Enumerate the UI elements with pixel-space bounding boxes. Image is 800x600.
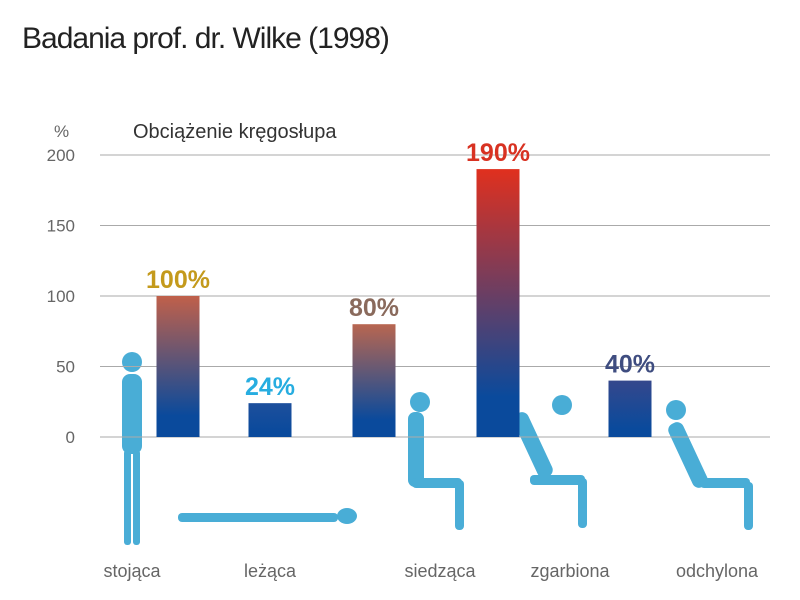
value-label: 24% — [245, 373, 295, 401]
value-label: 40% — [605, 351, 655, 379]
bar — [608, 380, 652, 437]
x-tick-label: leżąca — [244, 561, 297, 581]
x-tick-label: siedząca — [404, 561, 476, 581]
y-tick-label: 50 — [56, 358, 75, 377]
x-tick-label: stojąca — [103, 561, 161, 581]
y-tick-label: 0 — [66, 428, 75, 447]
bar — [476, 169, 520, 437]
value-label: 190% — [466, 139, 530, 167]
x-tick-label: odchylona — [676, 561, 759, 581]
y-tick-label: 150 — [47, 217, 75, 236]
y-tick-label: 100 — [47, 287, 75, 306]
y-tick-label: 200 — [47, 146, 75, 165]
y-axis-label: % — [54, 122, 69, 141]
value-label: 80% — [349, 294, 399, 322]
bar — [156, 296, 200, 437]
x-tick-label: zgarbiona — [530, 561, 610, 581]
figures — [122, 352, 753, 545]
bar — [248, 403, 292, 437]
bar — [352, 324, 396, 437]
chart-title: Badania prof. dr. Wilke (1998) — [22, 22, 389, 55]
value-label: 100% — [146, 266, 210, 294]
chart-subtitle: Obciążenie kręgosłupa — [133, 121, 337, 143]
